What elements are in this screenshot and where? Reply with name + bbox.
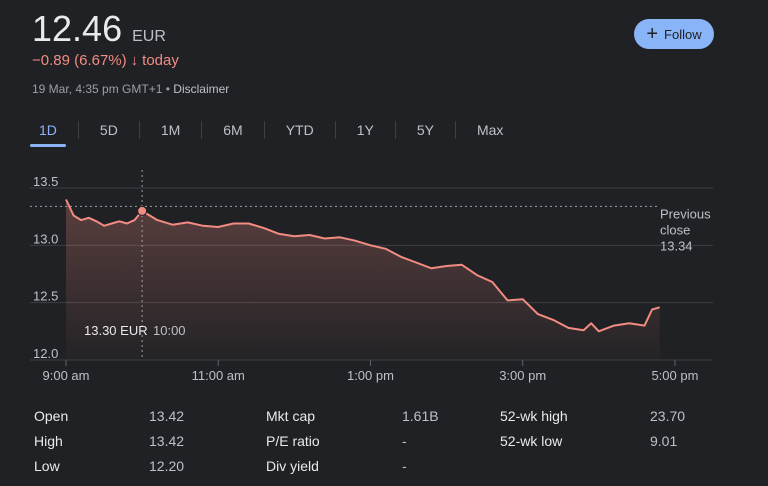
x-tick-label: 3:00 pm [499, 368, 546, 383]
stat-label: Div yield [266, 458, 319, 474]
previous-close-value: 13.34 [660, 238, 693, 253]
stat-value: 9.01 [650, 433, 678, 449]
hover-price-label: 13.30 EUR [84, 323, 148, 338]
tab-1d[interactable]: 1D [30, 115, 66, 147]
stat-value: 23.70 [650, 408, 686, 424]
change-period: today [142, 52, 179, 69]
change-value: −0.89 (6.67%) [32, 52, 127, 69]
currency-label: EUR [132, 28, 166, 45]
stat-value: - [402, 433, 407, 449]
stat-value: 12.20 [149, 458, 185, 474]
tab-ytd[interactable]: YTD [285, 122, 314, 138]
tab-separator [77, 121, 79, 139]
disclaimer-link[interactable]: Disclaimer [173, 82, 230, 96]
follow-label: Follow [664, 26, 702, 42]
previous-close-label: Previous [660, 206, 711, 221]
tab-separator [454, 121, 456, 139]
x-tick-label: 5:00 pm [651, 368, 698, 383]
stat-label: High [34, 433, 63, 449]
y-tick-label: 12.5 [33, 289, 58, 304]
tab-separator [334, 121, 336, 139]
stat-52-wk-high: 52-wk high 23.70 [500, 408, 685, 424]
stat-label: P/E ratio [266, 433, 320, 449]
hover-time-label: 10:00 [153, 323, 186, 338]
tab-separator [394, 121, 396, 139]
current-price: 12.46 [32, 8, 123, 49]
price-chart[interactable]: 13.5 13.0 12.5 12.0 9:00 am 11:00 am 1:00 pm 3:… [0, 170, 768, 385]
stat-high: High 13.42 [34, 433, 184, 449]
tab-5y[interactable]: 5Y [416, 122, 434, 138]
plus-icon: + [646, 23, 659, 45]
stat-label: Low [34, 458, 60, 474]
price-line [65, 199, 660, 333]
price-change: −0.89 (6.67%) ↓ today [32, 52, 179, 69]
tab-6m[interactable]: 6M [223, 122, 243, 138]
previous-close-label: close [660, 222, 690, 237]
tab-separator [138, 121, 140, 139]
tab-separator [263, 121, 265, 139]
x-tick-label: 9:00 am [43, 368, 90, 383]
range-tabs: 1D 5D 1M 6M YTD 1Y 5Y Max [30, 114, 512, 147]
x-tick-label: 11:00 am [192, 368, 245, 383]
tab-1y[interactable]: 1Y [356, 122, 374, 138]
timestamp: 19 Mar, 4:35 pm GMT+1 [32, 82, 163, 96]
stat-value: 13.42 [149, 408, 185, 424]
y-tick-label: 12.0 [33, 346, 58, 361]
stat-label: Open [34, 408, 69, 424]
separator-dot: • [165, 82, 170, 96]
y-tick-label: 13.5 [33, 174, 58, 189]
stat-open: Open 13.42 [34, 408, 184, 424]
stat-low: Low 12.20 [34, 458, 184, 474]
y-tick-label: 13.0 [33, 231, 58, 246]
stat-value: 13.42 [149, 433, 185, 449]
stat-label: 52-wk high [500, 408, 568, 424]
tab-1m[interactable]: 1M [160, 122, 181, 138]
stat-label: Mkt cap [266, 408, 316, 424]
tab-separator [201, 121, 203, 139]
price-area [66, 199, 660, 360]
stat-value: 1.61B [402, 408, 439, 424]
stat-value: - [402, 458, 407, 474]
tab-5d[interactable]: 5D [99, 122, 118, 138]
stat-mkt-cap: Mkt cap 1.61B [266, 408, 439, 424]
tab-max[interactable]: Max [476, 122, 504, 138]
stat-p-e-ratio: P/E ratio - [266, 433, 407, 449]
follow-button[interactable]: + Follow [634, 19, 714, 49]
price-block: 12.46 EUR [32, 8, 166, 50]
stat-div-yield: Div yield - [266, 458, 407, 474]
quote-meta: 19 Mar, 4:35 pm GMT+1 • Disclaimer [32, 82, 229, 96]
arrow-down-icon: ↓ [130, 52, 139, 69]
hover-point [137, 205, 148, 216]
stat-52-wk-low: 52-wk low 9.01 [500, 433, 677, 449]
stat-label: 52-wk low [500, 433, 563, 449]
x-tick-label: 1:00 pm [347, 368, 394, 383]
